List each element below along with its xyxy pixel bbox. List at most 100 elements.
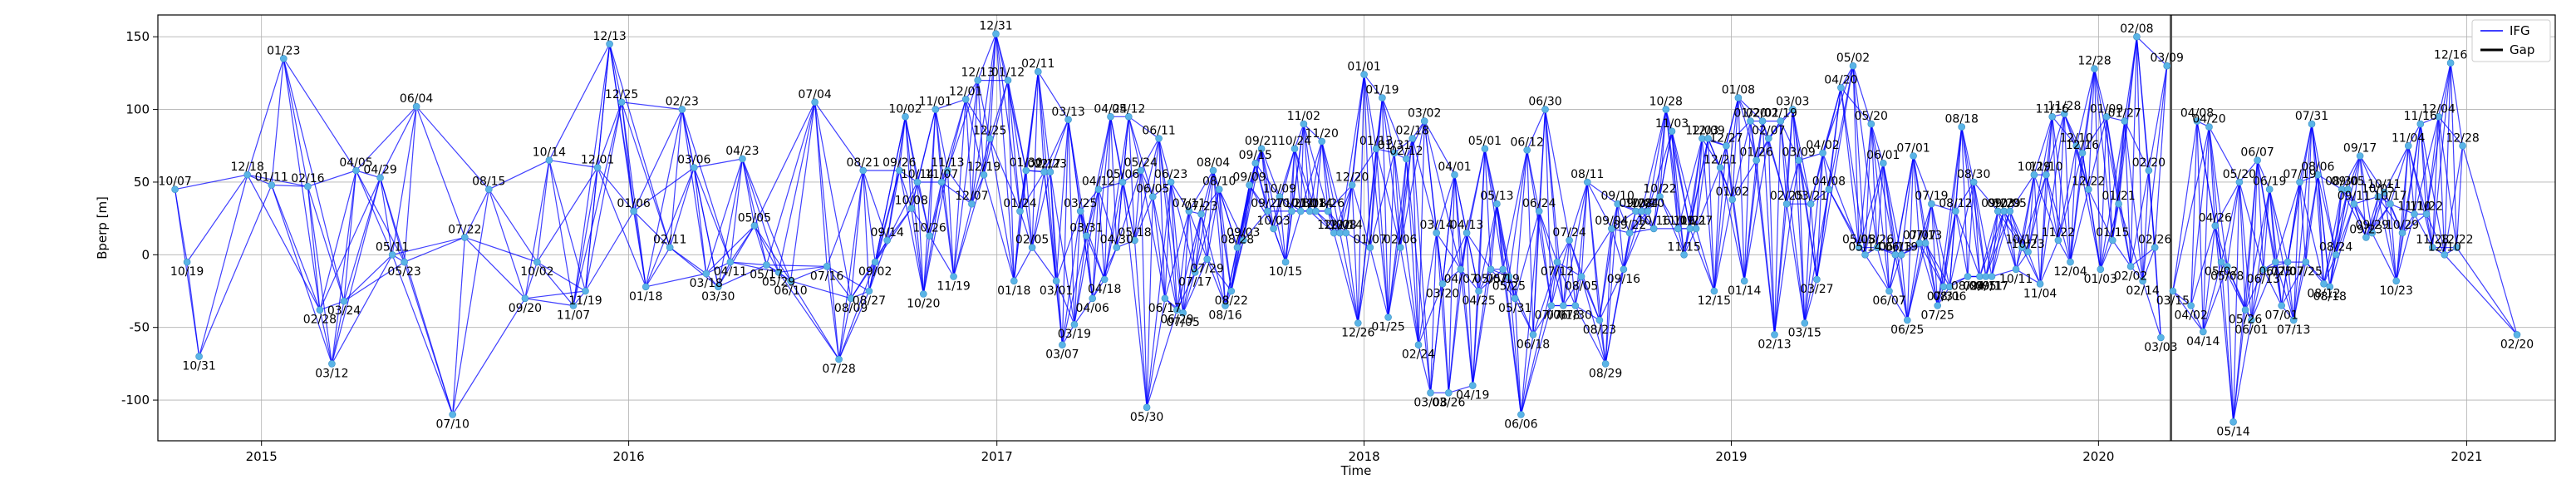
ifg-edge bbox=[2444, 62, 2451, 255]
acquisition-point bbox=[2126, 262, 2135, 270]
acquisition-point bbox=[1904, 316, 1911, 324]
ifg-edge bbox=[2359, 156, 2367, 238]
acquisition-label: 05/05 bbox=[738, 211, 771, 225]
ifg-edge bbox=[2028, 175, 2047, 252]
acquisition-point bbox=[2102, 113, 2111, 121]
ifg-edge bbox=[307, 186, 345, 302]
ifg-edge bbox=[597, 167, 635, 212]
acquisition-label: 03/15 bbox=[2156, 294, 2190, 308]
acquisition-label: 06/04 bbox=[400, 92, 433, 106]
ifg-edge bbox=[2220, 261, 2246, 310]
ifg-edge bbox=[343, 177, 381, 302]
ifg-edge bbox=[965, 99, 972, 205]
acquisition-label: 12/27 bbox=[1709, 131, 1743, 145]
ifg-edge bbox=[2009, 210, 2023, 248]
acquisition-label: 01/25 bbox=[1371, 321, 1404, 334]
ifg-edge bbox=[778, 271, 840, 360]
ifg-edge bbox=[2293, 181, 2301, 321]
ifg-edge bbox=[464, 236, 526, 299]
ifg-edge bbox=[705, 158, 743, 274]
acquisition-point bbox=[1290, 145, 1299, 153]
acquisition-point bbox=[937, 178, 946, 186]
acquisition-label: 10/05 bbox=[2362, 182, 2395, 195]
acquisition-label: 11/22 bbox=[2042, 226, 2075, 240]
x-tick-label: 2016 bbox=[612, 449, 644, 464]
x-tick-label: 2019 bbox=[1715, 449, 1747, 464]
ifg-edge bbox=[1182, 210, 1190, 314]
acquisition-point bbox=[1475, 287, 1482, 295]
ifg-edge bbox=[1061, 119, 1069, 345]
ifg-edge bbox=[1351, 74, 1365, 185]
acquisition-label: 01/21 bbox=[2102, 190, 2135, 203]
ifg-edge bbox=[2226, 181, 2240, 267]
ifg-edge bbox=[2220, 181, 2240, 263]
ifg-edge bbox=[1025, 72, 1039, 171]
ifg-edge bbox=[1152, 138, 1160, 197]
ifg-edge bbox=[814, 101, 840, 360]
acquisition-point bbox=[1734, 94, 1743, 101]
acquisition-point bbox=[2435, 113, 2442, 121]
ifg-edge bbox=[488, 189, 538, 263]
acquisition-label: 01/09 bbox=[2090, 102, 2123, 116]
acquisition-point bbox=[1016, 207, 1024, 215]
y-tick-label: 0 bbox=[141, 247, 150, 262]
ifg-edge bbox=[741, 158, 792, 282]
acquisition-point bbox=[1692, 225, 1700, 233]
ifg-edge bbox=[2431, 116, 2440, 248]
ifg-edge bbox=[1019, 210, 1033, 248]
acquisition-point bbox=[1131, 236, 1138, 245]
ifg-edge bbox=[1212, 170, 1227, 306]
ifg-edge bbox=[2215, 225, 2228, 267]
ifg-edge bbox=[1351, 185, 1359, 324]
acquisition-point bbox=[750, 222, 759, 230]
ifg-edge bbox=[1502, 269, 1516, 299]
acquisition-point bbox=[986, 135, 994, 142]
ifg-edge bbox=[1327, 210, 1341, 234]
ifg-edge bbox=[1610, 228, 1625, 269]
acquisition-label: 07/13 bbox=[2277, 324, 2310, 337]
ifg-edge bbox=[2142, 247, 2156, 282]
acquisition-label: 12/25 bbox=[973, 125, 1006, 138]
acquisition-point bbox=[1004, 77, 1012, 84]
ifg-edge bbox=[1484, 148, 1492, 269]
ifg-edge bbox=[1575, 305, 1606, 364]
ifg-edge bbox=[1756, 121, 1763, 161]
acquisition-point bbox=[1753, 156, 1760, 164]
ifg-edge bbox=[2172, 290, 2204, 333]
ifg-edge bbox=[1954, 126, 1963, 211]
ifg-edge bbox=[1858, 163, 1884, 248]
ifg-edge bbox=[2215, 225, 2234, 422]
acquisition-point bbox=[2200, 328, 2207, 336]
ifg-edge bbox=[1261, 148, 1268, 211]
ifg-edge bbox=[2353, 195, 2379, 205]
ifg-edge bbox=[995, 33, 1021, 211]
acquisition-point bbox=[1861, 250, 1869, 259]
acquisition-point bbox=[1064, 116, 1072, 124]
ifg-edge bbox=[693, 167, 719, 287]
ifg-edge bbox=[1098, 189, 1118, 248]
ifg-edge bbox=[1906, 156, 1915, 321]
ifg-edge bbox=[898, 170, 924, 294]
ifg-edge bbox=[669, 167, 695, 248]
ifg-edge bbox=[989, 138, 1015, 281]
acquisition-label: 01/12 bbox=[991, 67, 1025, 80]
ifg-edge bbox=[2208, 126, 2228, 267]
ifg-edge bbox=[1713, 199, 1733, 292]
ifg-edge bbox=[1725, 97, 1739, 146]
ifg-edge bbox=[941, 181, 972, 205]
ifg-edge bbox=[1610, 204, 1619, 230]
acquisition-label: 11/22 bbox=[2410, 200, 2443, 213]
acquisition-label: 12/18 bbox=[231, 161, 264, 174]
ifg-edge bbox=[1478, 204, 1497, 292]
acquisition-label: 01/11 bbox=[255, 171, 288, 185]
acquisition-point bbox=[2006, 207, 2014, 215]
acquisition-point bbox=[1396, 244, 1404, 251]
ifg-edge bbox=[741, 158, 755, 226]
acquisition-label: 07/17 bbox=[1178, 275, 1212, 289]
ifg-edge bbox=[2087, 189, 2113, 241]
ifg-edge bbox=[1394, 138, 1413, 154]
ifg-edge bbox=[971, 138, 991, 205]
acquisition-point bbox=[2235, 178, 2244, 186]
x-tick-label: 2015 bbox=[246, 449, 278, 464]
